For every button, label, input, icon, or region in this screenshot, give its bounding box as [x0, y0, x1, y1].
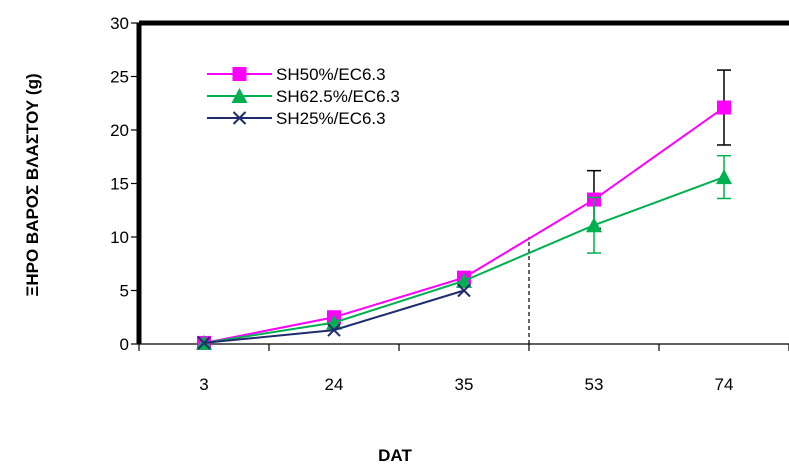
series-line: [203, 176, 725, 344]
legend-marker: [232, 67, 247, 81]
x-tick-label: 53: [585, 375, 604, 394]
y-tick-label: 20: [110, 121, 129, 140]
data-point: [586, 217, 602, 233]
legend-marker: [231, 88, 248, 103]
series-line: [203, 106, 725, 344]
data-point: [457, 283, 471, 298]
x-tick-label: 3: [199, 375, 208, 394]
data-point: [197, 336, 211, 350]
y-tick-label: 25: [110, 68, 129, 87]
legend-label: SH25%/EC6.3: [276, 109, 386, 128]
data-point: [717, 100, 731, 115]
y-tick-label: 30: [110, 14, 129, 33]
y-axis-ticks: 0 5 10 15 20 25 30: [110, 14, 139, 354]
legend-item: SH62.5%/EC6.3: [207, 87, 400, 106]
series-1: [196, 154, 732, 350]
data-point: [716, 169, 732, 185]
x-axis-ticks: 3 24 35 53 74: [138, 344, 789, 394]
legend: SH50%/EC6.3 SH62.5%/EC6.3 SH25%/EC6.3: [207, 65, 400, 128]
legend-marker: [232, 111, 247, 125]
legend-label: SH62.5%/EC6.3: [276, 87, 400, 106]
legend-item: SH25%/EC6.3: [207, 109, 386, 128]
series-layer: [196, 69, 732, 350]
y-tick-label: 5: [120, 282, 129, 301]
x-tick-label: 24: [325, 375, 344, 394]
y-tick-label: 15: [110, 175, 129, 194]
x-axis-title: DAT: [378, 446, 412, 465]
y-tick-label: 0: [120, 335, 129, 354]
legend-item: SH50%/EC6.3: [207, 65, 386, 84]
series-2: [197, 283, 471, 350]
x-tick-label: 74: [715, 375, 734, 394]
x-tick-label: 35: [455, 375, 474, 394]
y-axis-title: ΞΗΡΟ ΒΑΡΟΣ ΒΛΑΣΤΟΥ (g): [23, 73, 42, 296]
legend-label: SH50%/EC6.3: [276, 65, 386, 84]
data-point: [456, 272, 472, 288]
y-tick-label: 10: [110, 228, 129, 247]
data-point: [327, 323, 341, 337]
